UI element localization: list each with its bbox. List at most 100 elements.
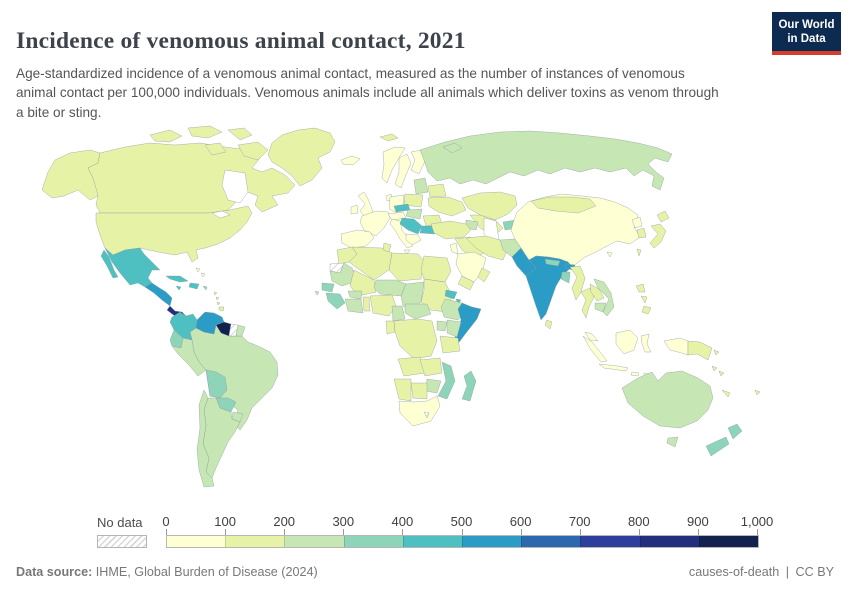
country-sulawesi[interactable]: [640, 333, 652, 353]
country-kazakhstan[interactable]: [461, 191, 518, 221]
country-french-guiana[interactable]: [235, 324, 246, 337]
country-libya[interactable]: [388, 252, 425, 282]
country-malaysia[interactable]: [584, 331, 599, 342]
country-solomon-islands[interactable]: [711, 365, 725, 377]
country-argentina[interactable]: [202, 397, 241, 479]
country-new-caledonia[interactable]: [721, 389, 731, 398]
country-china[interactable]: [510, 193, 641, 268]
country-gabon-congo[interactable]: [385, 320, 396, 335]
country-bangladesh[interactable]: [560, 271, 571, 284]
country-namibia[interactable]: [393, 378, 412, 402]
country-balkans[interactable]: [399, 217, 423, 235]
country-south-africa[interactable]: [398, 395, 441, 427]
country-guatemala-honduras-nicaragua[interactable]: [144, 282, 173, 307]
country-poland[interactable]: [403, 193, 424, 208]
country-fiji[interactable]: [754, 389, 761, 396]
owid-logo[interactable]: Our World in Data: [772, 12, 841, 56]
country-iceland[interactable]: [340, 155, 361, 166]
country-norway[interactable]: [381, 146, 406, 184]
country-zambia[interactable]: [419, 357, 443, 377]
legend-bin-2[interactable]: [284, 536, 344, 547]
country-yemen[interactable]: [457, 275, 475, 291]
country-russia[interactable]: [419, 130, 673, 191]
country-ukraine[interactable]: [427, 196, 467, 217]
legend-bin-9[interactable]: [698, 536, 759, 547]
country-tanzania[interactable]: [439, 335, 461, 354]
country-lesser-antilles[interactable]: [213, 291, 221, 306]
country-nigeria[interactable]: [369, 294, 397, 317]
country-israel-jordan[interactable]: [449, 242, 459, 255]
country-mali[interactable]: [349, 269, 377, 297]
country-botswana[interactable]: [410, 382, 428, 400]
legend-bin-8[interactable]: [639, 536, 699, 547]
country-iran[interactable]: [465, 235, 509, 261]
no-data-swatch[interactable]: [97, 535, 147, 548]
license-link[interactable]: CC BY: [795, 565, 835, 579]
country-cameroon[interactable]: [391, 305, 406, 322]
country-ivory-coast-ghana[interactable]: [344, 298, 364, 314]
country-sweden[interactable]: [394, 153, 412, 189]
legend-color-bar[interactable]: [166, 535, 759, 548]
country-tasmania[interactable]: [666, 436, 679, 448]
country-burkina-faso[interactable]: [347, 290, 363, 300]
country-cuba[interactable]: [165, 275, 189, 283]
country-lesotho[interactable]: [423, 411, 430, 419]
country-taiwan[interactable]: [636, 248, 642, 257]
legend-bin-0[interactable]: [167, 536, 226, 547]
country-jamaica[interactable]: [175, 285, 182, 291]
country-papua-new-guinea[interactable]: [687, 340, 720, 361]
country-tunisia[interactable]: [382, 242, 392, 253]
country-north-korea[interactable]: [631, 216, 643, 229]
country-laos[interactable]: [589, 283, 605, 302]
country-hainan[interactable]: [606, 251, 613, 258]
country-java[interactable]: [598, 363, 629, 372]
legend-bin-3[interactable]: [343, 536, 403, 547]
country-togo-benin[interactable]: [362, 296, 371, 312]
country-turkey[interactable]: [430, 220, 472, 240]
country-myanmar[interactable]: [569, 265, 586, 301]
country-bolivia[interactable]: [205, 369, 228, 399]
country-kenya[interactable]: [446, 319, 462, 338]
country-colombia[interactable]: [169, 311, 198, 341]
country-vietnam[interactable]: [593, 278, 615, 317]
country-somalia[interactable]: [454, 302, 482, 346]
country-bahamas[interactable]: [195, 267, 206, 278]
country-switzerland-austria[interactable]: [387, 211, 407, 221]
legend-bin-4[interactable]: [402, 536, 463, 547]
country-spain-portugal[interactable]: [340, 229, 375, 249]
country-mexico[interactable]: [100, 247, 161, 288]
country-france[interactable]: [359, 210, 391, 237]
country-ireland[interactable]: [350, 204, 359, 215]
country-nepal[interactable]: [544, 258, 561, 267]
country-central-african-republic[interactable]: [404, 303, 432, 320]
country-guinea[interactable]: [325, 292, 346, 310]
country-hispaniola[interactable]: [188, 282, 200, 290]
country-dr-congo[interactable]: [393, 318, 438, 360]
country-japan[interactable]: [649, 210, 670, 249]
country-mongolia[interactable]: [530, 196, 597, 214]
country-peru[interactable]: [171, 337, 207, 377]
country-sri-lanka[interactable]: [544, 319, 553, 330]
legend-bin-7[interactable]: [580, 536, 640, 547]
country-puerto-rico[interactable]: [202, 285, 208, 291]
country-sumatra[interactable]: [582, 335, 608, 363]
country-malawi-mozambique[interactable]: [437, 361, 456, 400]
country-arctic-islands[interactable]: [149, 125, 269, 161]
country-egypt[interactable]: [420, 255, 452, 283]
country-australia[interactable]: [621, 370, 714, 429]
legend-bin-5[interactable]: [462, 536, 522, 547]
country-italy[interactable]: [389, 218, 414, 255]
country-eritrea[interactable]: [444, 289, 458, 300]
country-guyana[interactable]: [215, 321, 232, 337]
country-oman[interactable]: [477, 267, 491, 283]
country-slovakia-hungary[interactable]: [405, 208, 423, 220]
country-senegal[interactable]: [321, 282, 335, 293]
country-novaya-zemlya[interactable]: [442, 142, 463, 154]
country-greece[interactable]: [405, 233, 422, 246]
country-baltics[interactable]: [413, 177, 429, 195]
country-trinidad[interactable]: [218, 306, 225, 312]
country-cape-verde[interactable]: [314, 290, 320, 296]
country-belarus[interactable]: [427, 183, 447, 198]
country-greenland[interactable]: [267, 127, 336, 187]
